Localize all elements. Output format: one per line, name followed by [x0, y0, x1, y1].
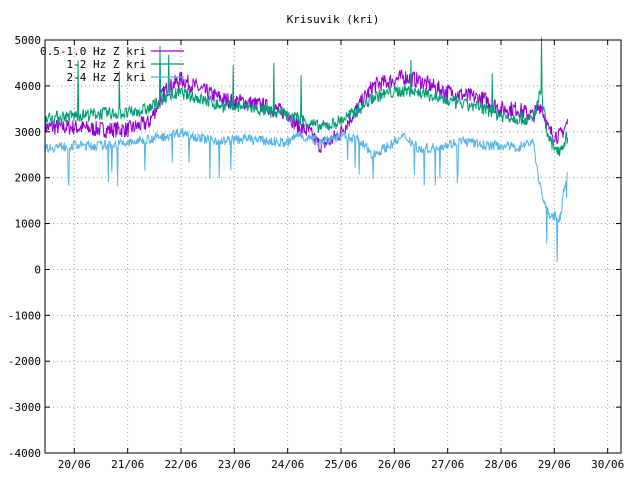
y-tick-label: 4000 [15, 80, 42, 93]
grid [45, 40, 621, 453]
series-line [44, 37, 569, 157]
legend-label: 0.5-1.0 Hz Z kri [40, 45, 146, 58]
legend-label: 2-4 Hz Z kri [67, 71, 146, 84]
x-tick-label: 24/06 [271, 458, 304, 471]
x-tick-label: 22/06 [164, 458, 197, 471]
x-tick-label: 28/06 [484, 458, 517, 471]
y-tick-label: 5000 [15, 34, 42, 47]
y-tick-label: -2000 [8, 355, 41, 368]
chart-title: Krisuvik (kri) [287, 13, 380, 26]
x-tick-label: 29/06 [538, 458, 571, 471]
y-tick-label: 2000 [15, 172, 42, 185]
x-tick-label: 27/06 [431, 458, 464, 471]
x-tick-label: 20/06 [58, 458, 91, 471]
y-tick-label: 1000 [15, 218, 42, 231]
x-tick-label: 23/06 [218, 458, 251, 471]
y-tick-label: -3000 [8, 401, 41, 414]
x-tick-label: 26/06 [378, 458, 411, 471]
series-line [44, 127, 569, 263]
y-tick-label: 0 [34, 263, 41, 276]
legend-label: 1-2 Hz Z kri [67, 58, 146, 71]
y-tick-label: -4000 [8, 447, 41, 460]
plot-frame [44, 39, 622, 454]
x-tick-label: 21/06 [111, 458, 144, 471]
series-lines [44, 37, 569, 263]
x-tick-label: 30/06 [591, 458, 624, 471]
y-tick-label: -1000 [8, 309, 41, 322]
axes: -4000 -3000 -2000 -1000 0 1000 2000 3000 4000 500… [8, 34, 624, 471]
x-tick-label: 25/06 [324, 458, 357, 471]
y-tick-label: 3000 [15, 126, 42, 139]
